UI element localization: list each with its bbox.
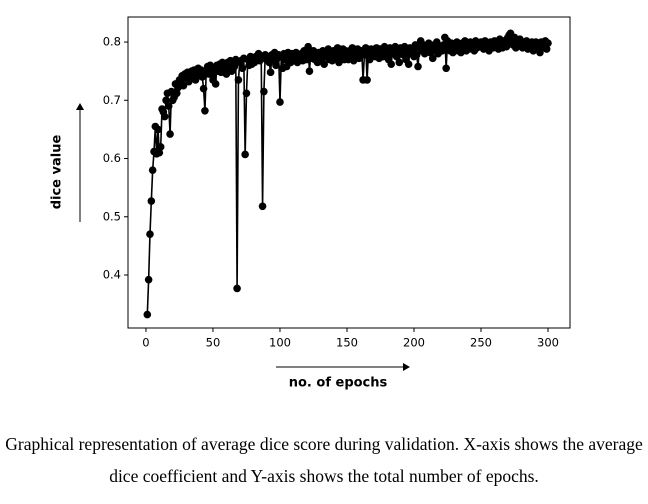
point [166,130,174,138]
point [242,89,251,98]
point [258,202,267,211]
point [395,58,404,67]
caption: Graphical representation of average dice… [5,434,643,486]
point [412,51,421,59]
x-axis-label: no. of epochs [289,376,388,391]
point [544,39,552,48]
point [392,52,401,61]
point [428,54,437,63]
point [272,61,280,70]
point [172,89,181,98]
point [233,284,241,293]
point [442,64,450,73]
point [154,125,162,134]
point [199,84,208,93]
x-tick-label: 100 [269,336,291,350]
y-tick-label: 0.5 [103,209,121,223]
y-tick-label: 0.7 [103,93,121,107]
x-arrow-head [403,363,410,371]
point [162,96,170,105]
point [320,60,329,68]
point [155,148,164,157]
x-tick-label: 0 [142,336,149,350]
point [191,76,200,84]
chart: dice value no. of epochs 0.4 0.5 0.6 0.7 0.8… [50,16,571,391]
x-tick-label: 250 [470,336,492,350]
point [260,87,268,96]
point [266,68,275,77]
point [160,112,169,121]
point [230,62,239,71]
y-axis-label: dice value [50,135,65,210]
point [148,166,157,174]
y-arrow-head [76,103,84,110]
point [276,98,284,106]
x-tick-label: 150 [336,336,358,350]
point [304,42,312,51]
point [241,150,249,159]
x-tick-label: 300 [537,336,559,350]
point [234,76,243,84]
y-tick-label: 0.8 [103,35,121,49]
point [211,80,220,88]
point [238,64,247,73]
plot-frame [127,16,571,329]
point [387,60,396,68]
point [156,143,165,151]
point [404,60,413,68]
point [305,67,314,75]
point [542,45,551,53]
y-tick-label: 0.6 [103,151,121,165]
x-tick-label: 50 [206,336,221,350]
point [179,81,188,90]
point [164,102,173,110]
point [143,310,152,319]
point [363,76,371,84]
point [502,42,511,51]
point [414,62,422,71]
point [201,106,209,115]
point [146,230,154,239]
point [147,197,156,205]
point [198,73,207,81]
y-tick-label: 0.4 [103,268,121,282]
point [144,275,153,284]
x-tick-label: 200 [403,336,425,350]
point [438,46,446,55]
